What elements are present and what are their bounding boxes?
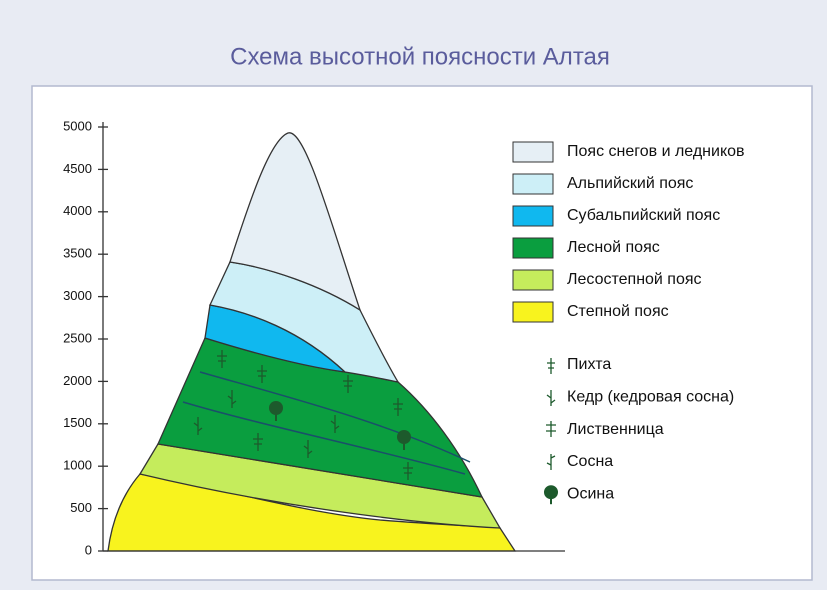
tick-label: 2500 (63, 330, 92, 345)
tick-label: 3000 (63, 288, 92, 303)
tick-label: 500 (70, 500, 92, 515)
page: {"title": "Схема высотной поясности Алта… (0, 0, 827, 590)
legend-swatch (513, 206, 553, 226)
legend-label: Альпийский пояс (567, 175, 693, 192)
legend-swatch (513, 270, 553, 290)
tick-label: 3500 (63, 246, 92, 261)
legend-swatch (513, 302, 553, 322)
tick-label: 4500 (63, 161, 92, 176)
legend-label: Субальпийский пояс (567, 207, 720, 224)
tree-label: Осина (567, 485, 614, 502)
tick-label: 1000 (63, 458, 92, 473)
tick-label: 5000 (63, 118, 92, 133)
tick-label: 0 (85, 542, 92, 557)
legend-swatch (513, 174, 553, 194)
tick-label: 4000 (63, 203, 92, 218)
legend-swatch (513, 142, 553, 162)
tree-label: Сосна (567, 453, 613, 470)
diagram: Схема высотной поясности Алтая 0 500 1000 1… (0, 0, 827, 590)
legend-label: Пояс снегов и ледников (567, 143, 745, 160)
tree-label: Пихта (567, 356, 611, 373)
legend-label: Лесостепной пояс (567, 271, 702, 288)
tree-label: Кедр (кедровая сосна) (567, 389, 734, 406)
title: Схема высотной поясности Алтая (230, 43, 610, 70)
tick-label: 2000 (63, 373, 92, 388)
tick-label: 1500 (63, 415, 92, 430)
legend-swatch (513, 238, 553, 258)
tree-label: Лиственница (567, 421, 664, 438)
tree-icon (550, 496, 552, 504)
legend-label: Лесной пояс (567, 239, 660, 256)
legend-label: Степной пояс (567, 303, 669, 320)
